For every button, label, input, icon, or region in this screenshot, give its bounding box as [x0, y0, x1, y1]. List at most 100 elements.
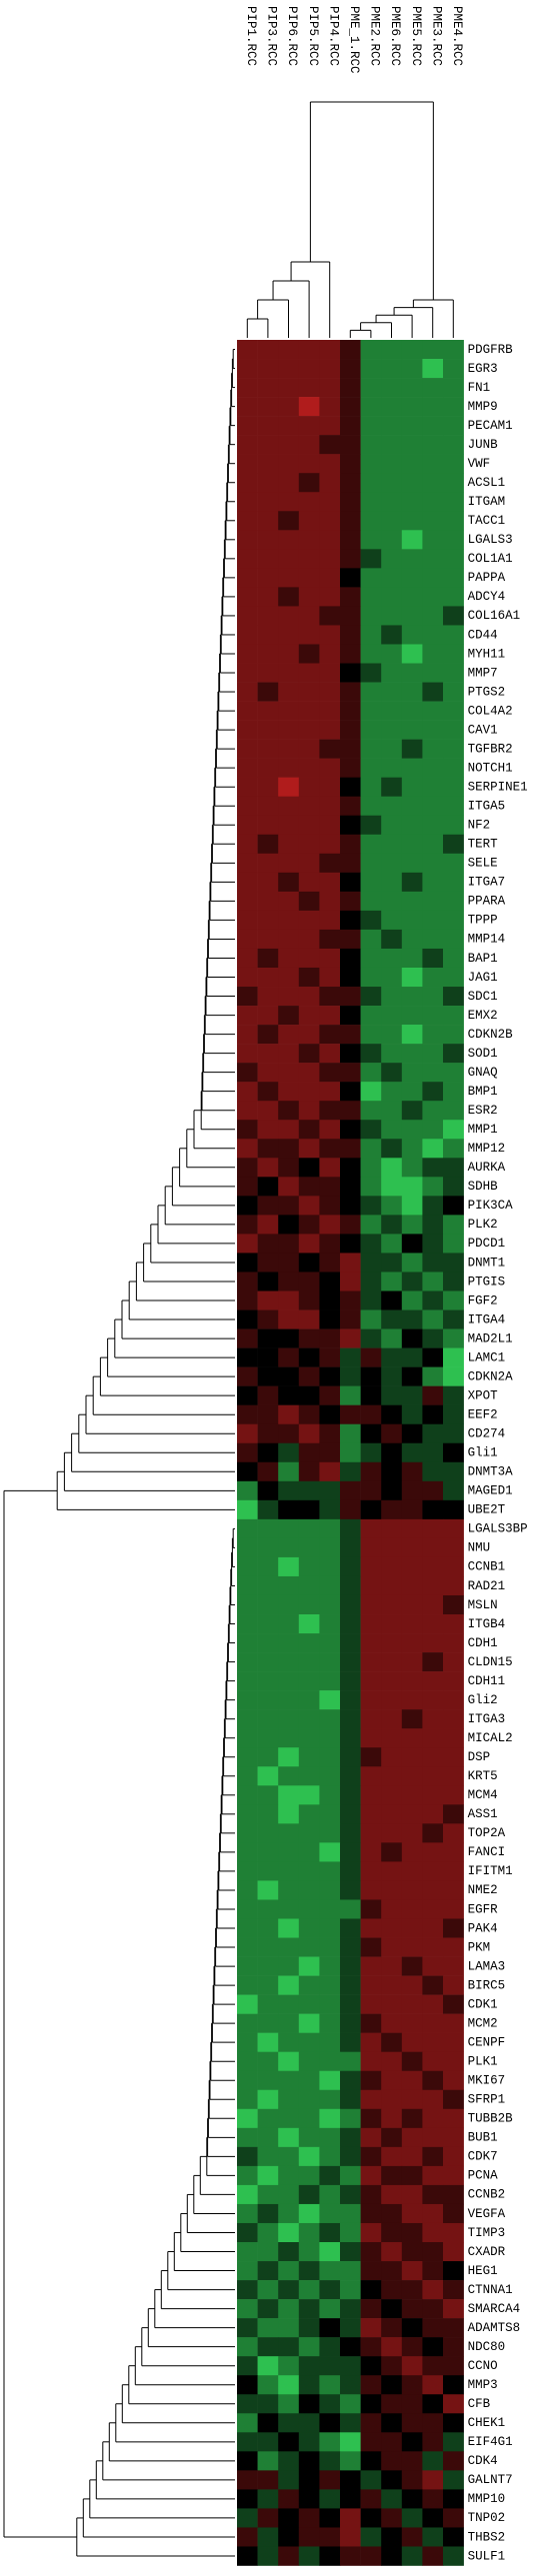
heatmap-cell [360, 2089, 382, 2110]
heatmap-cell [257, 1385, 279, 1405]
heatmap-cell [340, 2032, 361, 2052]
heatmap-cell [360, 1328, 382, 1348]
heatmap-cell [298, 2242, 320, 2262]
heatmap-cell [257, 2451, 279, 2471]
column-label: PIP3.RCC [265, 6, 279, 66]
row-label: PECAM1 [468, 419, 513, 433]
heatmap-cell [237, 359, 258, 379]
heatmap-cell [443, 1006, 464, 1026]
heatmap-cell [443, 2546, 464, 2566]
heatmap-cell [360, 1177, 382, 1197]
heatmap-cell [401, 1518, 423, 1539]
heatmap-cell [340, 701, 361, 721]
heatmap-cell [443, 473, 464, 493]
heatmap-cell [443, 1728, 464, 1748]
heatmap-cell [401, 987, 423, 1007]
heatmap-cell [422, 644, 444, 664]
row-label: MMP7 [468, 666, 498, 680]
heatmap-cell [298, 2375, 320, 2395]
heatmap-cell [381, 2470, 403, 2490]
heatmap-cell [340, 1652, 361, 1672]
heatmap-cell [319, 701, 341, 721]
heatmap-cell [422, 1747, 444, 1767]
heatmap-cell [237, 1461, 258, 1482]
heatmap-cell [360, 1728, 382, 1748]
heatmap-cell [360, 2508, 382, 2528]
heatmap-cell [257, 530, 279, 550]
heatmap-cell [237, 967, 258, 988]
heatmap-cell [443, 967, 464, 988]
heatmap-cell [443, 2413, 464, 2433]
heatmap-cell [401, 511, 423, 531]
row-label: CHEK1 [468, 2416, 506, 2430]
heatmap-cell [237, 1234, 258, 1254]
heatmap-cell [381, 1956, 403, 1976]
heatmap-cell [257, 625, 279, 645]
heatmap-cell [257, 1253, 279, 1273]
heatmap-cell [278, 511, 300, 531]
heatmap-cell [443, 1461, 464, 1482]
heatmap-cell [237, 454, 258, 474]
heatmap-cell [443, 1937, 464, 1957]
heatmap-cell [422, 1309, 444, 1329]
heatmap-cell [340, 1671, 361, 1691]
row-label: BAP1 [468, 952, 498, 966]
heatmap-cell [360, 2108, 382, 2129]
heatmap-cell [298, 1082, 320, 1102]
heatmap-cell [340, 872, 361, 893]
heatmap-cell [278, 2070, 300, 2091]
heatmap-cell [257, 682, 279, 702]
heatmap-cell [257, 2527, 279, 2547]
heatmap-cell [319, 1158, 341, 1178]
heatmap-cell [319, 1537, 341, 1558]
heatmap-cell [422, 1633, 444, 1653]
heatmap-cell [381, 1101, 403, 1121]
heatmap-cell [237, 2013, 258, 2033]
heatmap-cell [381, 397, 403, 417]
heatmap-cell [360, 1975, 382, 1995]
heatmap-cell [422, 416, 444, 436]
heatmap-cell [381, 701, 403, 721]
heatmap-cell [381, 1652, 403, 1672]
heatmap-cell [422, 2089, 444, 2110]
heatmap-cell [443, 2242, 464, 2262]
heatmap-cell [360, 2337, 382, 2357]
heatmap-cell [381, 473, 403, 493]
heatmap-cell [401, 1253, 423, 1273]
heatmap-cell [422, 2375, 444, 2395]
heatmap-cell [237, 2489, 258, 2509]
heatmap-cell [319, 2546, 341, 2566]
heatmap-cell [319, 1899, 341, 1919]
heatmap-cell [381, 2546, 403, 2566]
heatmap-cell [360, 1899, 382, 1919]
heatmap-cell [401, 378, 423, 398]
heatmap-cell [422, 1556, 444, 1577]
heatmap-cell [278, 1347, 300, 1367]
row-label: ADAMTS8 [468, 2321, 521, 2335]
heatmap-cell [443, 2222, 464, 2243]
heatmap-cell [237, 910, 258, 931]
row-label: DNMT3A [468, 1465, 514, 1479]
heatmap-cell [360, 2222, 382, 2243]
heatmap-cell [360, 2146, 382, 2167]
heatmap-cell [257, 2070, 279, 2091]
heatmap-cell [237, 2184, 258, 2205]
heatmap-cell [401, 1975, 423, 1995]
heatmap-cell [319, 2203, 341, 2224]
heatmap-cell [257, 2127, 279, 2148]
heatmap-cell [278, 1499, 300, 1520]
heatmap-cell [278, 1215, 300, 1235]
heatmap-cell [257, 1880, 279, 1900]
heatmap-cell [381, 1215, 403, 1235]
heatmap-cell [381, 1366, 403, 1386]
heatmap-cell [278, 2013, 300, 2033]
heatmap-cell [319, 1253, 341, 1273]
heatmap-cell [401, 2375, 423, 2395]
heatmap-cell [298, 2089, 320, 2110]
heatmap-cell [443, 1101, 464, 1121]
heatmap-cell [298, 1328, 320, 1348]
heatmap-cell [422, 1120, 444, 1140]
heatmap-cell [360, 340, 382, 360]
heatmap-cell [298, 2032, 320, 2052]
heatmap-cell [278, 2261, 300, 2281]
